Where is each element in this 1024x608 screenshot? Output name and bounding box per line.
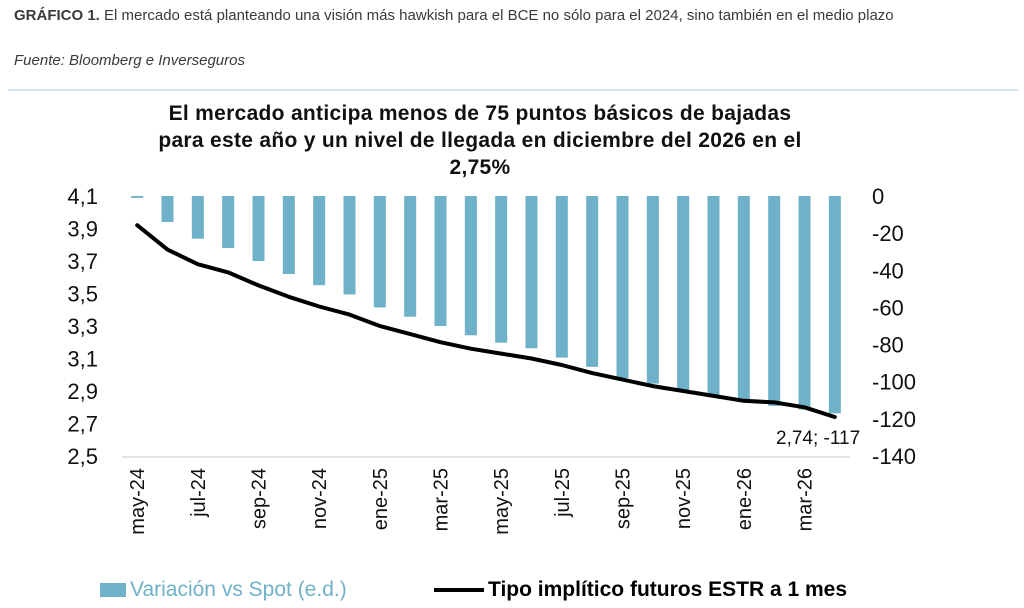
bar bbox=[222, 196, 235, 248]
legend: Variación vs Spot (e.d.) Tipo implítico … bbox=[0, 574, 1024, 606]
left-tick-label: 3,5 bbox=[67, 282, 98, 307]
x-tick-label: may-25 bbox=[491, 468, 513, 535]
left-tick-label: 3,7 bbox=[67, 249, 98, 274]
left-tick-label: 3,3 bbox=[67, 314, 98, 339]
right-tick-label: -100 bbox=[872, 370, 916, 395]
legend-label-line: Tipo implítico futuros ESTR a 1 mes bbox=[488, 578, 847, 601]
bar bbox=[404, 196, 417, 317]
x-tick-label: mar-26 bbox=[795, 468, 817, 531]
left-tick-label: 2,7 bbox=[67, 412, 98, 437]
bar bbox=[161, 196, 174, 222]
bar bbox=[646, 196, 659, 384]
bar bbox=[464, 196, 477, 336]
x-tick-label: sep-25 bbox=[613, 468, 635, 529]
source-text: : Bloomberg e Inverseguros bbox=[60, 52, 245, 69]
right-tick-label: -60 bbox=[872, 295, 904, 320]
x-tick-label: nov-24 bbox=[309, 468, 331, 529]
bar bbox=[616, 196, 629, 378]
bar bbox=[798, 196, 811, 410]
x-tick-label: jul-25 bbox=[552, 468, 574, 518]
legend-label-bars: Variación vs Spot (e.d.) bbox=[130, 578, 347, 601]
legend-swatch-bars bbox=[100, 583, 126, 597]
figure-caption: GRÁFICO 1. El mercado está planteando un… bbox=[14, 6, 1014, 26]
right-tick-label: -120 bbox=[872, 407, 916, 432]
divider bbox=[8, 89, 1018, 91]
bar bbox=[313, 196, 326, 286]
bar bbox=[707, 196, 720, 397]
bar bbox=[282, 196, 295, 274]
bar bbox=[586, 196, 599, 367]
x-tick-label: ene-25 bbox=[370, 468, 392, 530]
x-tick-label: ene-26 bbox=[734, 468, 756, 530]
left-tick-label: 2,9 bbox=[67, 379, 98, 404]
bar bbox=[495, 196, 508, 343]
series-line bbox=[135, 223, 837, 419]
x-tick-label: sep-24 bbox=[249, 468, 271, 529]
bar bbox=[768, 196, 781, 406]
bar bbox=[131, 196, 144, 198]
x-tick-label: nov-25 bbox=[673, 468, 695, 529]
bar bbox=[373, 196, 386, 308]
left-tick-label: 3,1 bbox=[67, 347, 98, 372]
right-tick-label: -80 bbox=[872, 333, 904, 358]
bar bbox=[555, 196, 568, 358]
bar bbox=[434, 196, 447, 326]
chart-title: El mercado anticipa menos de 75 puntos b… bbox=[158, 102, 802, 179]
bar bbox=[737, 196, 750, 403]
figure-source: Fuente: Bloomberg e Inverseguros bbox=[14, 52, 245, 69]
chart-canvas: 4,1 3,9 3,7 3,5 3,3 3,1 2,9 2,7 2,5 0 -20 -40 -60 -80… bbox=[67, 184, 916, 535]
source-label: Fuente bbox=[14, 52, 61, 69]
x-tick-label: may-24 bbox=[127, 468, 149, 535]
bar bbox=[828, 196, 841, 414]
right-tick-label: -140 bbox=[872, 444, 916, 469]
data-label-last: 2,74; -117 bbox=[776, 428, 860, 449]
bar bbox=[525, 196, 538, 349]
right-tick-label: -40 bbox=[872, 258, 904, 283]
legend-swatch-line bbox=[434, 588, 484, 592]
caption-text: El mercado está planteando una visión má… bbox=[99, 7, 894, 24]
left-tick-label: 2,5 bbox=[67, 444, 98, 469]
legend-item-line: Tipo implítico futuros ESTR a 1 mes bbox=[434, 578, 847, 602]
x-tick-label: jul-24 bbox=[188, 468, 210, 518]
left-tick-label: 4,1 bbox=[67, 184, 98, 209]
bar bbox=[252, 196, 265, 261]
left-tick-label: 3,9 bbox=[67, 217, 98, 242]
caption-label: GRÁFICO 1. bbox=[14, 7, 100, 24]
right-tick-label: -20 bbox=[872, 221, 904, 246]
right-tick-label: 0 bbox=[872, 184, 884, 209]
bar bbox=[343, 196, 356, 295]
legend-item-bars: Variación vs Spot (e.d.) bbox=[100, 578, 347, 602]
bar bbox=[677, 196, 690, 391]
bar bbox=[191, 196, 204, 239]
x-tick-label: mar-25 bbox=[431, 468, 453, 531]
